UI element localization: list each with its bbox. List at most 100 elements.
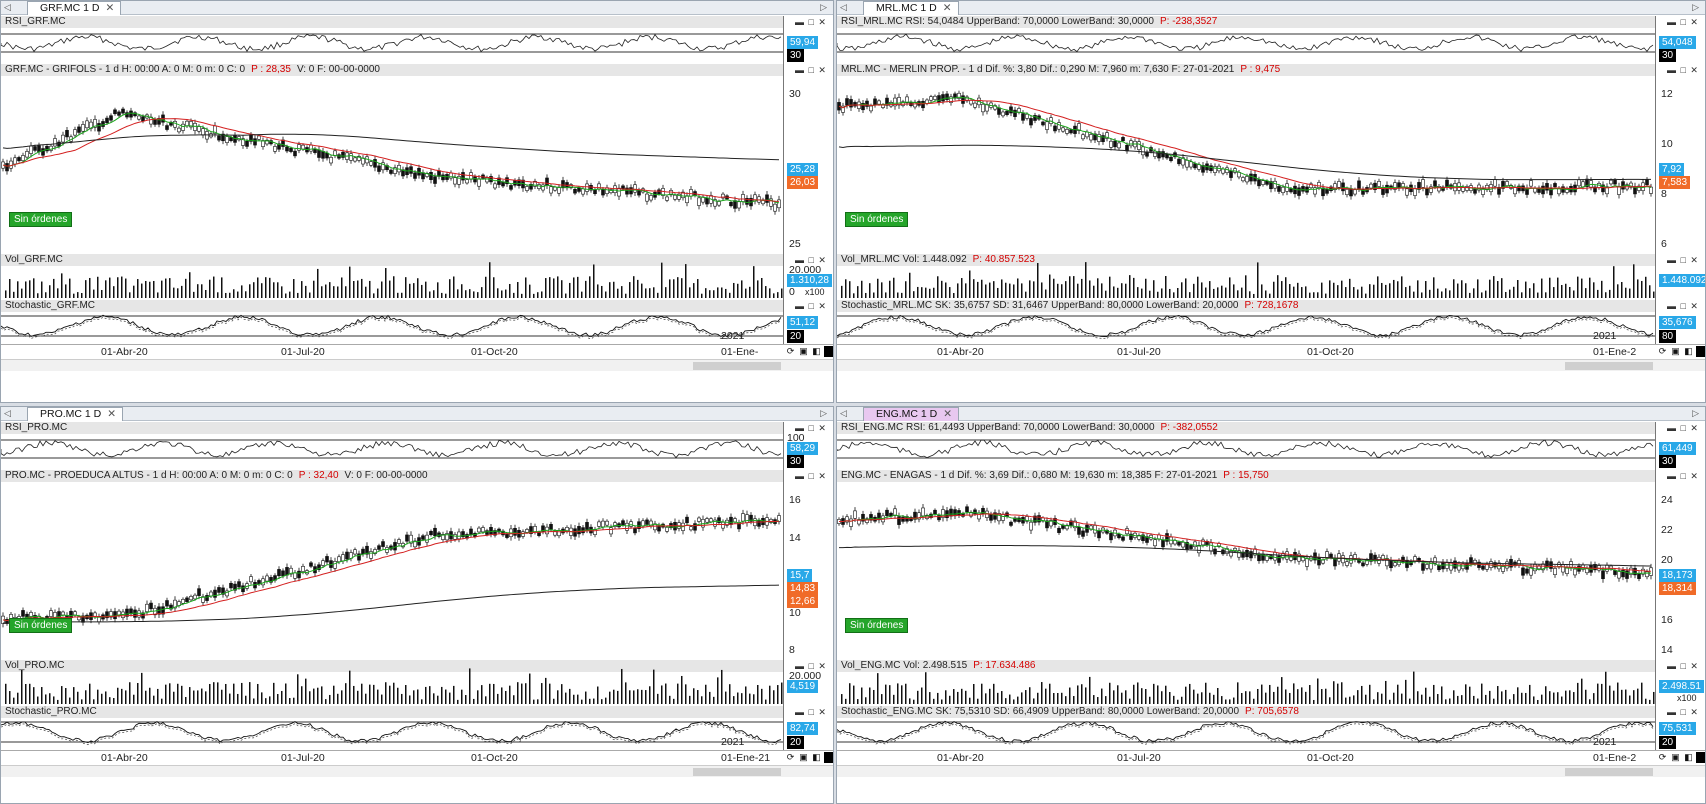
pane-controls[interactable]: ▬ □ ✕ xyxy=(1667,423,1699,433)
scroll-right-icon[interactable]: ▷ xyxy=(820,2,827,12)
refresh-icon[interactable]: ⟳ xyxy=(1658,346,1667,356)
close-tab-icon[interactable]: ✕ xyxy=(105,2,115,14)
candle-body xyxy=(1313,187,1317,195)
volume-bar xyxy=(741,693,743,704)
volume-bar xyxy=(101,693,103,704)
pane-controls[interactable]: ▬ □ ✕ xyxy=(1667,17,1699,27)
scroll-right-icon[interactable]: ▷ xyxy=(820,408,827,418)
save-icon[interactable]: ▣ xyxy=(1671,752,1680,762)
scroll-left-icon[interactable]: ◁ xyxy=(840,2,847,12)
candle-body xyxy=(317,149,321,158)
scroll-left-icon[interactable]: ◁ xyxy=(4,408,11,418)
refresh-icon[interactable]: ⟳ xyxy=(786,346,795,356)
volume-bar xyxy=(109,697,111,704)
volume-bar xyxy=(1349,696,1351,704)
candle-body xyxy=(893,508,897,516)
candle-body xyxy=(1437,185,1441,192)
pane-controls[interactable]: ▬ □ ✕ xyxy=(795,255,827,265)
volume-tick: 20.000 xyxy=(789,264,822,276)
settings-icon[interactable]: ◧ xyxy=(812,346,821,356)
candle-body xyxy=(221,587,225,595)
pane-controls[interactable]: ▬ □ ✕ xyxy=(1667,65,1699,75)
save-icon[interactable]: ▣ xyxy=(799,346,808,356)
save-icon[interactable]: ▣ xyxy=(799,752,808,762)
volume-bar xyxy=(873,689,875,704)
candle-body xyxy=(325,556,329,563)
volume-bar xyxy=(929,692,931,704)
settings-icon[interactable]: ◧ xyxy=(1684,346,1693,356)
close-tab-icon[interactable]: ✕ xyxy=(107,408,117,420)
horizontal-scrollbar[interactable] xyxy=(1,765,833,777)
volume-bar xyxy=(941,280,943,298)
orders-status-button[interactable]: Sin órdenes xyxy=(9,618,73,633)
candle-body xyxy=(1421,179,1425,188)
pane-controls[interactable]: ▬ □ ✕ xyxy=(1667,661,1699,671)
volume-bar xyxy=(889,280,891,298)
refresh-icon[interactable]: ⟳ xyxy=(1658,752,1667,762)
horizontal-scrollbar[interactable] xyxy=(837,359,1705,371)
pane-controls[interactable]: ▬ □ ✕ xyxy=(1667,301,1699,311)
candle-body xyxy=(129,110,133,118)
volume-bar xyxy=(265,277,267,298)
orders-status-button[interactable]: Sin órdenes xyxy=(9,212,73,227)
scroll-left-icon[interactable]: ◁ xyxy=(840,408,847,418)
pane-controls[interactable]: ▬ □ ✕ xyxy=(1667,471,1699,481)
candle-body xyxy=(117,111,121,116)
close-tab-icon[interactable]: ✕ xyxy=(942,2,952,14)
pane-controls[interactable]: ▬ □ ✕ xyxy=(795,423,827,433)
candle-body xyxy=(573,188,577,194)
orders-status-button[interactable]: Sin órdenes xyxy=(845,212,909,227)
volume-bar xyxy=(677,683,679,704)
candle-body xyxy=(1393,562,1397,567)
pane-controls[interactable]: ▬ □ ✕ xyxy=(795,707,827,717)
tab-chart[interactable]: MRL.MC 1 D ✕ xyxy=(863,1,959,15)
candle-body xyxy=(741,194,745,202)
tab-chart[interactable]: ENG.MC 1 D ✕ xyxy=(863,407,960,421)
pane-controls[interactable]: ▬ □ ✕ xyxy=(795,65,827,75)
scrollbar-thumb[interactable] xyxy=(1565,362,1653,370)
close-tab-icon[interactable]: ✕ xyxy=(943,408,953,420)
pane-controls[interactable]: ▬ □ ✕ xyxy=(1667,707,1699,717)
color-icon[interactable] xyxy=(824,752,833,763)
settings-icon[interactable]: ◧ xyxy=(812,752,821,762)
color-icon[interactable] xyxy=(1696,752,1705,763)
scrollbar-thumb[interactable] xyxy=(1565,768,1653,776)
scrollbar-thumb[interactable] xyxy=(693,362,781,370)
horizontal-scrollbar[interactable] xyxy=(837,765,1705,777)
refresh-icon[interactable]: ⟳ xyxy=(786,752,795,762)
color-icon[interactable] xyxy=(1696,346,1705,357)
color-icon[interactable] xyxy=(824,346,833,357)
horizontal-scrollbar[interactable] xyxy=(1,359,833,371)
pane-controls[interactable]: ▬ □ ✕ xyxy=(795,661,827,671)
volume-bar xyxy=(97,276,99,298)
pane-controls[interactable]: ▬ □ ✕ xyxy=(795,17,827,27)
candle-body xyxy=(553,186,557,191)
settings-icon[interactable]: ◧ xyxy=(1684,752,1693,762)
pane-controls[interactable]: ▬ □ ✕ xyxy=(1667,255,1699,265)
tab-chart[interactable]: GRF.MC 1 D ✕ xyxy=(27,1,122,15)
scrollbar-thumb[interactable] xyxy=(693,768,781,776)
pane-controls[interactable]: ▬ □ ✕ xyxy=(795,301,827,311)
volume-bar xyxy=(173,691,175,704)
candle-body xyxy=(1553,183,1557,188)
candle-body xyxy=(1533,564,1537,572)
candle-body xyxy=(1557,188,1561,195)
tab-chart[interactable]: PRO.MC 1 D ✕ xyxy=(27,407,124,421)
volume-bar xyxy=(1321,282,1323,298)
volume-bar xyxy=(773,690,775,704)
pane-controls[interactable]: ▬ □ ✕ xyxy=(795,471,827,481)
volume-bar xyxy=(1301,687,1303,704)
save-icon[interactable]: ▣ xyxy=(1671,346,1680,356)
volume-bar xyxy=(217,292,219,298)
scroll-left-icon[interactable]: ◁ xyxy=(4,2,11,12)
volume-bar xyxy=(201,284,203,298)
candle-body xyxy=(1045,520,1049,529)
scroll-right-icon[interactable]: ▷ xyxy=(1692,2,1699,12)
volume-bar xyxy=(481,685,483,704)
candle-body xyxy=(465,179,469,184)
scroll-right-icon[interactable]: ▷ xyxy=(1692,408,1699,418)
date-axis: 01-Abr-20 01-Jul-20 01-Oct-20 01-Ene-2 ⟳ ▣ ◧ xyxy=(837,344,1705,358)
tab-bar: ◁ GRF.MC 1 D ✕ ▷ xyxy=(1,1,833,15)
candle-body xyxy=(233,583,237,591)
orders-status-button[interactable]: Sin órdenes xyxy=(845,618,909,633)
